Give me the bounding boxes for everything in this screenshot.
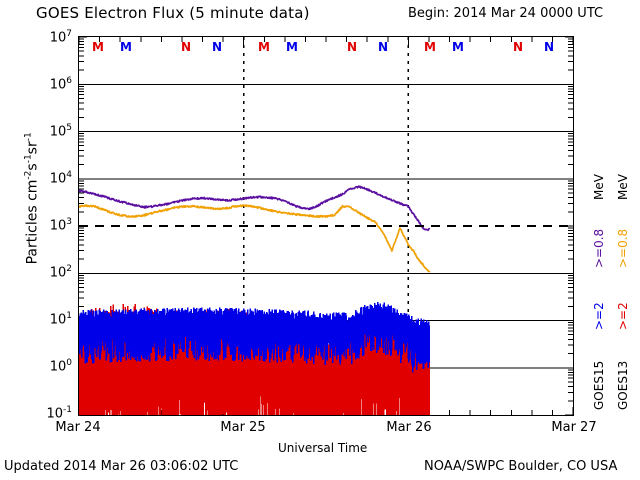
x-tick-mar-24: Mar 24 bbox=[55, 420, 101, 435]
y-tick-1e3: 103 bbox=[49, 217, 72, 234]
marker-m-day1-a: M bbox=[92, 40, 104, 54]
legend-goes15-series-2mev: >=2 bbox=[592, 302, 606, 330]
series-goes13-08mev bbox=[79, 204, 431, 273]
chart-title: GOES Electron Flux (5 minute data) bbox=[36, 4, 310, 22]
y-axis-label: Particles cm-2s-1sr-1 bbox=[24, 78, 41, 318]
y-tick-1e-1: 10-1 bbox=[46, 405, 72, 422]
y-tick-1e2: 102 bbox=[49, 264, 72, 281]
marker-m-day1-b: M bbox=[120, 40, 132, 54]
marker-n-day1-a: N bbox=[180, 40, 192, 54]
begin-time-label: Begin: 2014 Mar 24 0000 UTC bbox=[408, 6, 604, 21]
legend-goes13-series-08mev: >=0.8 bbox=[616, 228, 630, 268]
x-tick-mar-25: Mar 25 bbox=[220, 420, 266, 435]
marker-n-day2-b: N bbox=[377, 40, 389, 54]
x-tick-mar-27: Mar 27 bbox=[551, 420, 597, 435]
credit-label: NOAA/SWPC Boulder, CO USA bbox=[424, 459, 618, 474]
legend-goes15-series-08mev: >=0.8 bbox=[592, 228, 606, 268]
legend-goes15-satellite: GOES15 bbox=[592, 360, 606, 410]
series-goes15-2mev bbox=[79, 301, 431, 373]
marker-n-day1-b: N bbox=[211, 40, 223, 54]
legend-goes13-unit: MeV bbox=[616, 174, 630, 200]
y-axis-label-mid-2: sr bbox=[24, 141, 41, 155]
chart-canvas bbox=[79, 37, 573, 415]
x-axis-label: Universal Time bbox=[278, 441, 368, 455]
marker-n-day3-a: N bbox=[512, 40, 524, 54]
y-tick-1e7: 107 bbox=[49, 29, 72, 46]
marker-n-day3-b: N bbox=[543, 40, 555, 54]
marker-m-day2-a: M bbox=[258, 40, 270, 54]
marker-m-day3-a: M bbox=[424, 40, 436, 54]
marker-n-day2-a: N bbox=[346, 40, 358, 54]
y-tick-1e5: 105 bbox=[49, 123, 72, 140]
legend-goes15-unit: MeV bbox=[592, 174, 606, 200]
y-tick-1e4: 104 bbox=[49, 170, 72, 187]
marker-m-day3-b: M bbox=[452, 40, 464, 54]
legend-goes13-series-2mev: >=2 bbox=[616, 302, 630, 330]
legend-goes13-satellite: GOES13 bbox=[616, 360, 630, 410]
y-axis-exp-2: -1 bbox=[23, 154, 34, 164]
y-tick-1e6: 106 bbox=[49, 76, 72, 93]
y-tick-1e1: 101 bbox=[49, 311, 72, 328]
series-goes15-08mev bbox=[79, 185, 431, 232]
plot-area bbox=[78, 36, 574, 416]
y-tick-1e0: 100 bbox=[49, 358, 72, 375]
updated-timestamp: Updated 2014 Mar 26 03:06:02 UTC bbox=[4, 459, 239, 474]
marker-m-day2-b: M bbox=[286, 40, 298, 54]
x-tick-mar-26: Mar 26 bbox=[386, 420, 432, 435]
